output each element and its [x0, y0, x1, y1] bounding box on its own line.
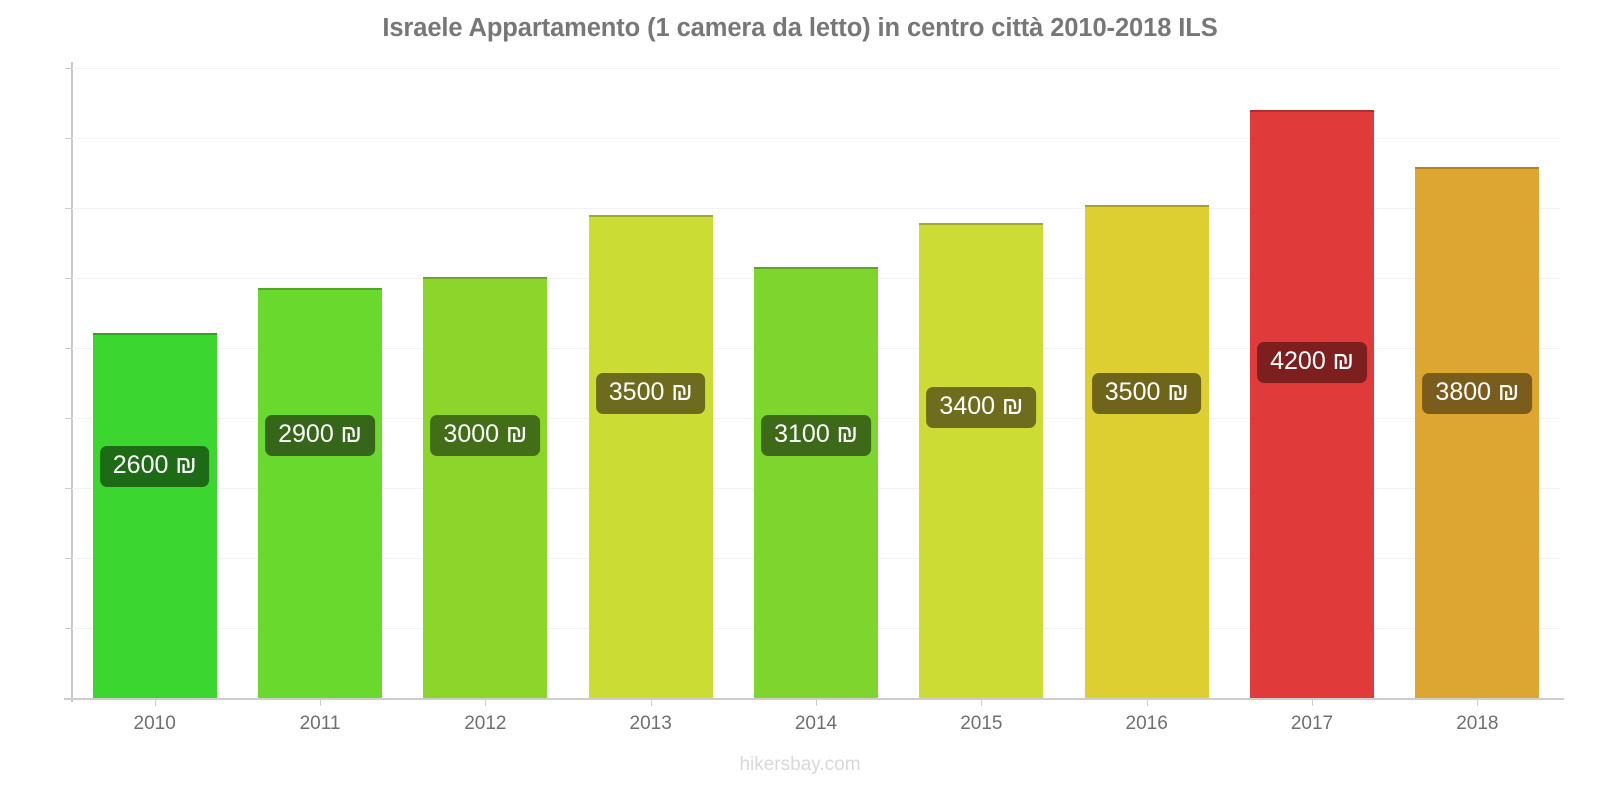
- x-axis-line: [64, 698, 1564, 700]
- x-axis-tick-label: 2010: [133, 713, 176, 734]
- x-tick-mark: [1146, 699, 1148, 706]
- bar[interactable]: [1084, 205, 1209, 698]
- bar-top-edge: [1084, 205, 1209, 208]
- gridline: [72, 68, 1560, 69]
- bar-value-label: 3100 ₪: [761, 414, 871, 456]
- y-tick-mark: [65, 138, 72, 139]
- y-axis-line: [71, 62, 73, 702]
- x-tick-mark: [816, 699, 817, 706]
- x-axis-tick-label: 2018: [1456, 713, 1499, 734]
- x-tick-mark: [650, 699, 652, 706]
- x-tick-mark: [485, 699, 487, 706]
- y-tick-mark: [65, 628, 72, 629]
- bar[interactable]: [258, 287, 382, 698]
- bar[interactable]: [1415, 167, 1540, 698]
- bar-value-label: 2900 ₪: [265, 414, 375, 456]
- x-axis-tick-label: 2015: [960, 713, 1003, 734]
- bar[interactable]: [919, 223, 1044, 698]
- gridline: [72, 208, 1560, 209]
- y-tick-mark: [65, 278, 72, 279]
- x-axis-tick-label: 2017: [1290, 713, 1334, 734]
- x-axis-tick-label: 2013: [629, 713, 672, 734]
- x-axis-tick-label: 2012: [464, 713, 507, 734]
- bar-top-edge: [258, 287, 382, 290]
- y-tick-mark: [65, 348, 72, 349]
- bar-top-edge: [1415, 167, 1540, 170]
- bar-top-edge: [423, 276, 548, 279]
- bar-top-edge: [754, 266, 878, 269]
- x-axis-tick-label: 2014: [794, 713, 838, 734]
- bar-value-label: 3400 ₪: [926, 386, 1037, 428]
- bar-value-label: 3500 ₪: [1091, 372, 1202, 414]
- bar-value-label: 2600 ₪: [99, 445, 210, 487]
- x-axis-tick-label: 2016: [1125, 713, 1168, 734]
- chart-title: Israele Appartamento (1 camera da letto)…: [382, 14, 1218, 42]
- x-tick-mark: [320, 699, 321, 706]
- y-tick-mark: [65, 558, 72, 559]
- bar-value-label: 3800 ₪: [1422, 372, 1533, 414]
- bar-top-edge: [1250, 110, 1374, 112]
- x-tick-mark: [1312, 699, 1313, 706]
- bar[interactable]: [92, 332, 217, 698]
- footer-credit: hikersbay.com: [739, 754, 861, 775]
- y-tick-mark: [65, 68, 72, 69]
- bar-top-edge: [588, 215, 713, 217]
- bar[interactable]: [423, 276, 548, 698]
- x-tick-mark: [981, 699, 983, 706]
- bar[interactable]: [588, 215, 713, 698]
- x-tick-mark: [1477, 699, 1479, 706]
- x-axis-tick-label: 2011: [299, 713, 341, 734]
- y-tick-mark: [65, 418, 72, 419]
- x-tick-mark: [154, 699, 156, 706]
- plot-area: 050010001500200025003000350040004500 260…: [65, 68, 1560, 699]
- y-tick-mark: [65, 208, 72, 209]
- bar-top-edge: [919, 223, 1044, 226]
- bar-value-label: 4200 ₪: [1257, 342, 1367, 383]
- gridline: [72, 138, 1560, 139]
- bar-value-label: 3000 ₪: [430, 414, 541, 456]
- y-tick-mark: [65, 488, 72, 489]
- bar[interactable]: [1250, 110, 1374, 698]
- bar[interactable]: [754, 266, 878, 698]
- bar-top-edge: [92, 332, 217, 335]
- bar-value-label: 3500 ₪: [595, 372, 706, 414]
